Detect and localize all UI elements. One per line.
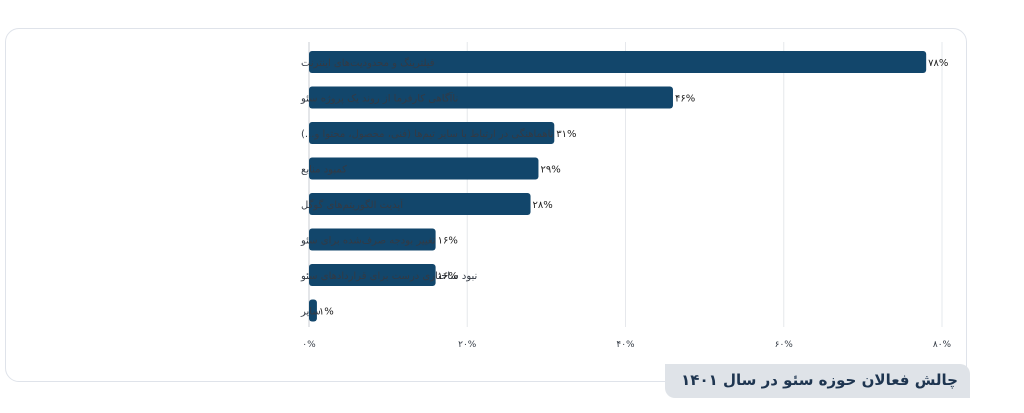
bar-5 bbox=[309, 228, 436, 251]
x-tick-label-2: ۴۰% bbox=[616, 340, 635, 350]
x-tick-label-4: ۸۰% bbox=[933, 340, 952, 350]
bar-7 bbox=[309, 299, 317, 322]
category-label-7: سایر bbox=[300, 307, 321, 318]
category-label-5: تغییر بودجه صرف‌شده برای سئو bbox=[300, 236, 436, 247]
bar-4 bbox=[309, 193, 531, 215]
category-label-0: فیلترینگ و محدودیت‌های اینترنت bbox=[301, 57, 435, 69]
x-tick-label-3: ۶۰% bbox=[775, 340, 794, 350]
bar-3 bbox=[309, 157, 539, 180]
value-label-0: ۷۸% bbox=[928, 58, 948, 69]
value-label-3: ۲۹% bbox=[540, 165, 560, 176]
bar-6 bbox=[309, 264, 436, 286]
bar-2 bbox=[309, 122, 555, 144]
bar-0 bbox=[309, 51, 927, 73]
value-label-6: ۱۶% bbox=[438, 271, 458, 282]
value-label-4: ۲۸% bbox=[533, 200, 553, 211]
x-tick-label-1: ۲۰% bbox=[458, 340, 477, 350]
value-label-7: ۱% bbox=[319, 307, 334, 318]
value-label-5: ۱۶% bbox=[438, 236, 458, 247]
bar-chart: فیلترینگ و محدودیت‌های اینترنت ۷۸% ناآگاهی… bbox=[300, 42, 952, 350]
chart-title: چالش فعالان حوزه سئو در سال ۱۴۰۱ bbox=[681, 371, 958, 389]
chart-card: فیلترینگ و محدودیت‌های اینترنت ۷۸% ناآگاهی… bbox=[5, 28, 967, 382]
category-label-3: کمبود منابع bbox=[301, 165, 347, 176]
value-label-1: ۴۶% bbox=[675, 94, 695, 105]
category-label-4: آپدیت الگوریتم‌های گوگل bbox=[301, 198, 404, 211]
x-tick-label-0: ۰% bbox=[302, 340, 316, 350]
bar-1 bbox=[309, 86, 673, 109]
category-label-1: ناآگاهی کارفرما از روند یک پروژه سئو bbox=[300, 92, 458, 105]
value-label-2: ۳۱% bbox=[556, 129, 576, 140]
chart-title-tab: چالش فعالان حوزه سئو در سال ۱۴۰۱ bbox=[665, 364, 970, 398]
category-label-2: ناهماهنگی در ارتباط با سایر تیم‌ها (فنی،… bbox=[301, 128, 553, 140]
category-label-6: نبود ساختاری درست برای قراردادهای سئو bbox=[300, 271, 477, 282]
